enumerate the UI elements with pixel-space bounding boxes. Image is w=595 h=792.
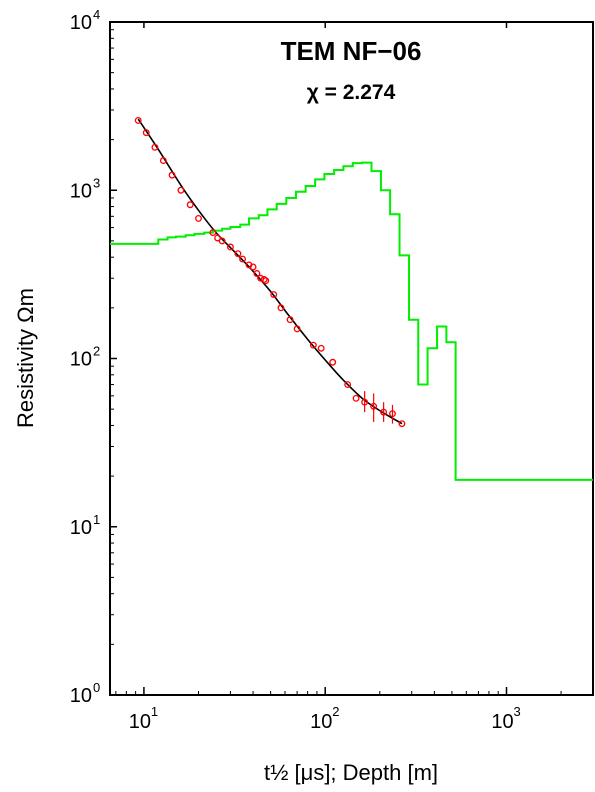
data-point — [286, 316, 294, 324]
chart-subtitle: χ = 2.274 — [307, 81, 396, 104]
data-point — [218, 237, 226, 245]
data-point — [370, 402, 378, 410]
y-tick-label: 10 — [70, 180, 92, 202]
x-tick-label: 10 — [129, 711, 151, 733]
y-tick-exponent: 1 — [93, 512, 100, 527]
data-point — [195, 214, 202, 222]
data-point — [151, 143, 159, 151]
data-point — [270, 291, 278, 298]
fit-curve-line — [137, 118, 403, 425]
data-point — [209, 229, 217, 237]
data-point — [159, 157, 167, 165]
data-point — [134, 116, 142, 124]
data-point — [277, 304, 285, 312]
y-tick-label: 10 — [70, 685, 92, 707]
data-point — [317, 344, 325, 352]
y-tick-exponent: 4 — [93, 7, 100, 22]
data-point — [380, 408, 388, 416]
data-point — [234, 250, 242, 258]
data-point — [344, 381, 352, 389]
data-point — [142, 129, 150, 137]
data-point — [293, 325, 301, 333]
y-tick-exponent: 3 — [93, 175, 100, 190]
data-point — [389, 410, 396, 418]
data-point — [309, 341, 317, 349]
data-point — [226, 243, 234, 251]
y-tick-exponent: 0 — [93, 680, 100, 695]
y-axis-label: Resistivity Ωm — [13, 288, 38, 428]
plot-frame — [109, 21, 594, 696]
x-axis-label: t½ [μs]; Depth [m] — [264, 760, 438, 785]
data-point — [329, 358, 337, 366]
data-point — [177, 186, 185, 194]
data-point — [262, 277, 270, 285]
x-tick-label: 10 — [310, 711, 332, 733]
y-tick-label: 10 — [70, 517, 92, 539]
data-point — [249, 263, 257, 271]
chart-title: TEM NF−06 — [281, 36, 422, 66]
data-point — [168, 171, 176, 179]
x-tick-label: 10 — [491, 711, 513, 733]
data-point — [186, 201, 194, 209]
data-point — [361, 398, 369, 406]
model-step-line — [110, 161, 593, 481]
y-tick-exponent: 2 — [93, 344, 100, 359]
data-point — [239, 255, 247, 263]
data-point — [253, 270, 261, 277]
x-tick-exponent: 2 — [332, 704, 339, 719]
data-point — [352, 394, 360, 402]
x-tick-exponent: 1 — [151, 704, 158, 719]
data-point — [398, 420, 406, 428]
y-tick-label: 10 — [70, 12, 92, 34]
y-tick-label: 10 — [70, 349, 92, 371]
x-tick-exponent: 3 — [514, 704, 521, 719]
